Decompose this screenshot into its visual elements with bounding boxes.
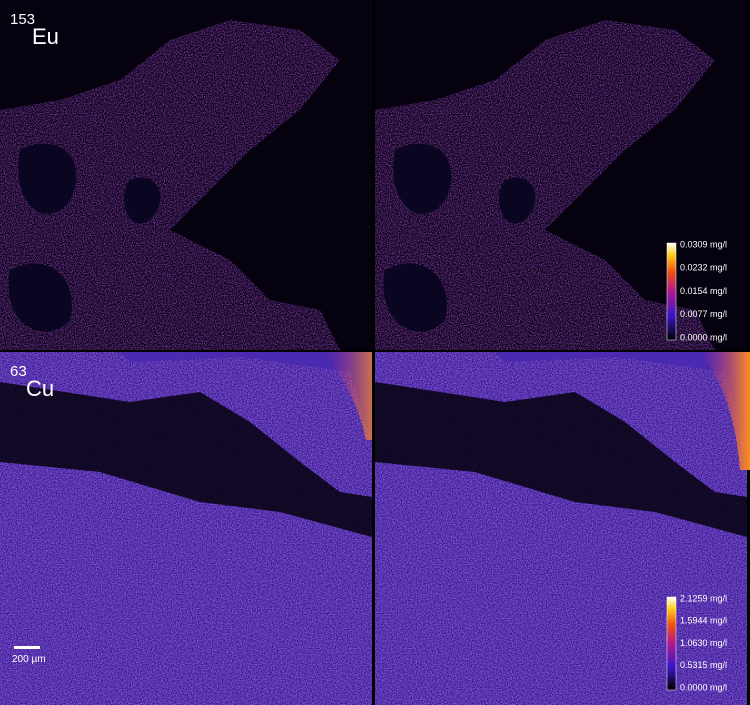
colorbar-tick-label: 0.5315 mg/l — [680, 660, 727, 670]
scale-bar-label: 200 µm — [12, 654, 46, 665]
isotope-mass: 153 — [10, 11, 35, 28]
element-label: Eu — [32, 24, 59, 49]
colorbar-tick-label: 0.0154 mg/l — [680, 286, 727, 296]
scale-bar — [14, 646, 40, 649]
colorbar-tick-label: 0.0232 mg/l — [680, 263, 727, 273]
colorbar — [666, 596, 677, 691]
colorbar-tick-label: 0.0077 mg/l — [680, 309, 727, 319]
colorbar-tick-label: 1.5944 mg/l — [680, 616, 727, 626]
colorbar-tick-label: 0.0309 mg/l — [680, 239, 727, 249]
element-label: Cu — [26, 376, 54, 401]
colorbar-tick-label: 2.1259 mg/l — [680, 593, 727, 603]
colorbar — [666, 242, 677, 341]
colorbar-tick-label: 0.0000 mg/l — [680, 682, 727, 692]
colorbar-tick-label: 1.0630 mg/l — [680, 638, 727, 648]
colorbar-tick-label: 0.0000 mg/l — [680, 332, 727, 342]
isotope-mass: 63 — [10, 363, 27, 380]
